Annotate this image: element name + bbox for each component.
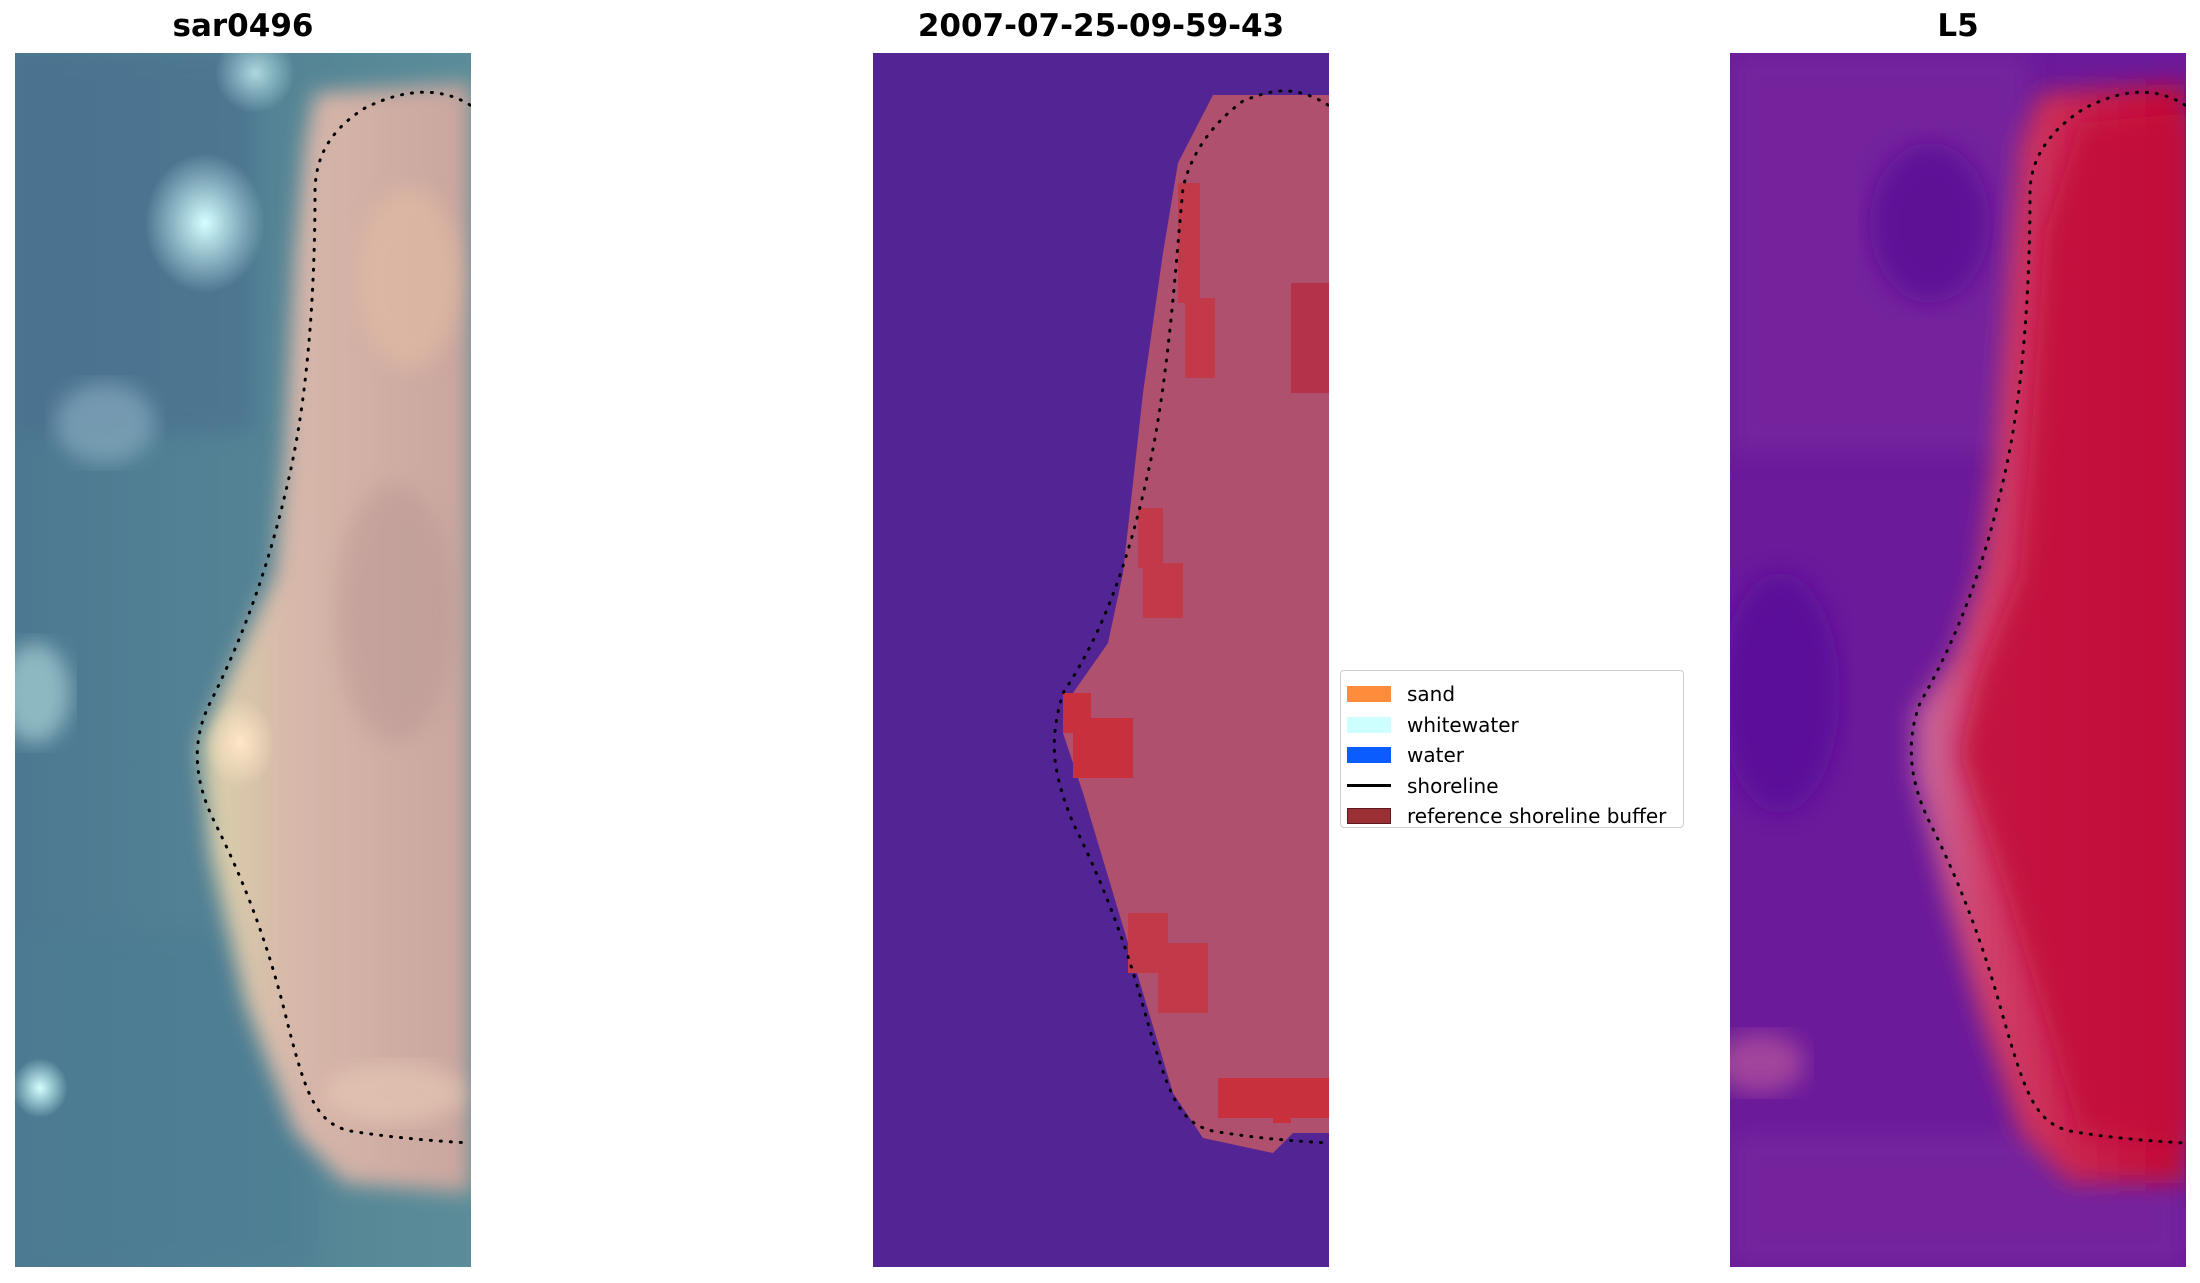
rgb-satellite-image	[15, 53, 471, 1267]
legend-label: shoreline	[1407, 773, 1499, 798]
legend-item-sand: sand	[1341, 679, 1683, 710]
legend-label: sand	[1407, 682, 1456, 707]
center-panel-title: 2007-07-25-09-59-43	[917, 8, 1285, 44]
classification-panel	[873, 53, 1329, 1267]
legend-label: whitewater	[1407, 712, 1519, 737]
legend-color-swatch	[1347, 716, 1391, 733]
right-panel-title: L5	[1937, 8, 1979, 44]
legend-item-shoreline: shoreline	[1341, 771, 1683, 802]
left-panel-title: sar0496	[172, 8, 314, 44]
index-panel	[1730, 53, 2186, 1267]
shoreline-right	[1909, 90, 2186, 1145]
legend-color-swatch	[1347, 808, 1391, 825]
legend-color-swatch	[1347, 747, 1391, 764]
legend-item-reference-shoreline-buffer: reference shoreline buffer	[1341, 801, 1683, 832]
legend-line-swatch	[1347, 784, 1391, 788]
legend-color-swatch	[1347, 686, 1391, 703]
legend-item-water: water	[1341, 740, 1683, 771]
shoreline-left	[195, 90, 471, 1145]
classified-image	[873, 53, 1329, 1267]
index-image	[1730, 53, 2186, 1267]
legend: sand whitewater water shoreline reference sh…	[1340, 670, 1684, 828]
shoreline-center	[1052, 89, 1329, 1145]
legend-label: water	[1407, 743, 1464, 768]
legend-item-whitewater: whitewater	[1341, 710, 1683, 741]
rgb-image-panel	[15, 53, 471, 1267]
legend-label: reference shoreline buffer	[1407, 804, 1667, 829]
